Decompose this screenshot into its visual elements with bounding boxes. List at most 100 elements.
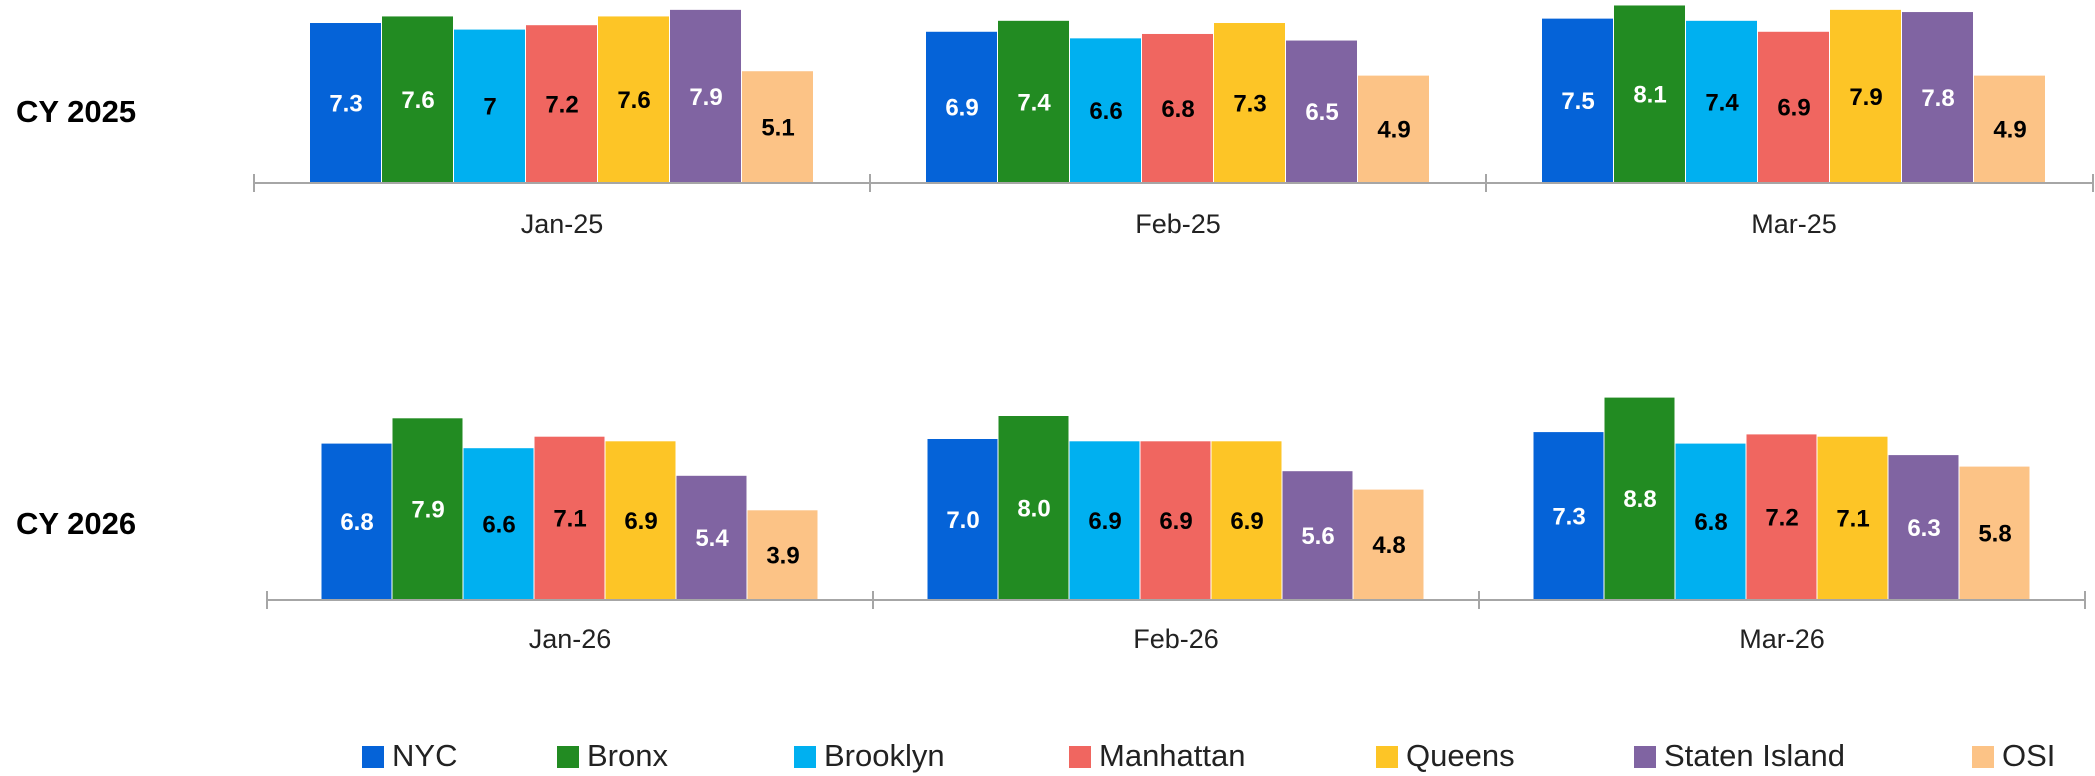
data-label: 5.8: [1978, 521, 2011, 548]
bar: [1070, 38, 1141, 183]
bar: [1686, 20, 1757, 183]
bar: [1533, 432, 1604, 600]
data-label: 7.1: [1836, 506, 1869, 533]
bar: [392, 418, 463, 600]
data-label: 7.3: [1233, 90, 1266, 117]
legend-swatch: [1634, 746, 1656, 768]
bar: [926, 31, 997, 183]
legend-swatch: [794, 746, 816, 768]
bar: [747, 510, 818, 600]
bar: [310, 23, 381, 183]
legend-label: Bronx: [587, 738, 668, 773]
data-label: 4.9: [1993, 117, 2026, 144]
data-label: 7.2: [1765, 505, 1798, 532]
data-label: 4.8: [1372, 532, 1405, 559]
legend-label: NYC: [392, 738, 457, 773]
bar: [605, 441, 676, 600]
chart-title: CY 2025: [16, 94, 136, 129]
data-label: 5.1: [761, 114, 794, 141]
bar: [1604, 397, 1675, 600]
data-label: 6.9: [1230, 508, 1263, 535]
data-label: 7.1: [553, 506, 586, 533]
data-label: 7.3: [329, 90, 362, 117]
bar: [1211, 441, 1282, 600]
bar: [382, 16, 453, 183]
legend-label: Staten Island: [1664, 738, 1845, 773]
bar: [1142, 33, 1213, 183]
legend-label: Brooklyn: [824, 738, 945, 773]
data-label: 7.5: [1561, 88, 1594, 115]
bar: [676, 475, 747, 600]
x-tick-label: Feb-26: [1133, 624, 1219, 654]
bar: [927, 439, 998, 600]
data-label: 8.1: [1633, 82, 1666, 109]
data-label: 3.9: [766, 542, 799, 569]
data-label: 6.9: [1159, 508, 1192, 535]
data-label: 6.5: [1305, 99, 1338, 126]
bar: [321, 443, 392, 600]
data-label: 7.6: [401, 87, 434, 114]
data-label: 7.0: [946, 507, 979, 534]
x-tick-label: Mar-25: [1751, 209, 1837, 239]
bar: [454, 29, 525, 184]
bar: [1286, 40, 1357, 184]
bar: [1974, 75, 2045, 183]
data-label: 7.3: [1552, 503, 1585, 530]
bar: [998, 20, 1069, 183]
data-label: 7.4: [1705, 89, 1739, 116]
bar: [598, 16, 669, 183]
bar: [1888, 455, 1959, 600]
bar: [1542, 18, 1613, 184]
data-label: 6.9: [1777, 95, 1810, 122]
bar: [1358, 75, 1429, 183]
x-tick-label: Feb-25: [1135, 209, 1221, 239]
data-label: 7.6: [617, 87, 650, 114]
bar: [1817, 436, 1888, 600]
data-label: 6.8: [1161, 96, 1194, 123]
bar: [1758, 31, 1829, 183]
legend-swatch: [557, 746, 579, 768]
legend-swatch: [1972, 746, 1994, 768]
bar: [1614, 5, 1685, 184]
legend-swatch: [1376, 746, 1398, 768]
data-label: 4.9: [1377, 117, 1410, 144]
data-label: 6.9: [1088, 508, 1121, 535]
data-label: 7.9: [1849, 84, 1882, 111]
legend-swatch: [1069, 746, 1091, 768]
data-label: 6.6: [482, 511, 515, 538]
data-label: 5.6: [1301, 523, 1334, 550]
bar: [670, 9, 741, 184]
legend-label: Manhattan: [1099, 738, 1246, 773]
data-label: 7: [483, 94, 496, 121]
data-label: 7.4: [1017, 89, 1051, 116]
data-label: 7.8: [1921, 85, 1954, 112]
bar: [1830, 9, 1901, 184]
bar: [1675, 443, 1746, 600]
bar: [1069, 441, 1140, 600]
bar: [1214, 23, 1285, 183]
data-label: 6.9: [945, 95, 978, 122]
bar: [1282, 471, 1353, 600]
data-label: 6.6: [1089, 98, 1122, 125]
data-label: 6.3: [1907, 515, 1940, 542]
x-tick-label: Jan-26: [529, 624, 612, 654]
x-tick-label: Mar-26: [1739, 624, 1825, 654]
bar: [526, 25, 597, 183]
data-label: 7.9: [689, 84, 722, 111]
data-label: 7.9: [411, 496, 444, 523]
legend-label: Queens: [1406, 738, 1515, 773]
bar: [534, 436, 605, 600]
data-label: 6.8: [340, 509, 373, 536]
bar: [742, 71, 813, 183]
bar: [1746, 434, 1817, 600]
bar: [1353, 489, 1424, 600]
bar: [1140, 441, 1211, 600]
bar: [1902, 12, 1973, 183]
bar: [998, 416, 1069, 600]
bar: [463, 448, 534, 600]
data-label: 6.9: [624, 508, 657, 535]
data-label: 8.8: [1623, 486, 1656, 513]
legend-swatch: [362, 746, 384, 768]
legend-label: OSI: [2002, 738, 2055, 773]
